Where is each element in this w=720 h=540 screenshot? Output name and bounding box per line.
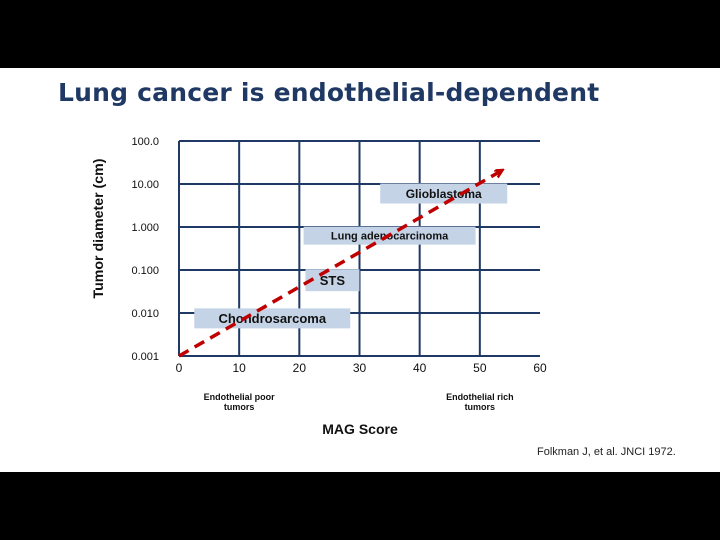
x-axis-label: MAG Score	[322, 421, 398, 437]
annotation-box	[305, 269, 360, 292]
x-annotation: tumors	[224, 402, 255, 412]
annotation-label: Chondrosarcoma	[218, 311, 326, 326]
x-tick-label: 20	[293, 361, 307, 375]
x-annotation: Endothelial rich	[446, 392, 514, 402]
y-tick-label: 10.00	[131, 179, 159, 191]
annotation-label: Glioblastoma	[406, 187, 482, 201]
y-tick-label: 0.100	[131, 265, 159, 277]
x-tick-label: 60	[533, 361, 547, 375]
chart: 0.001 0.010 0.100 1.000 10.00 100.0 0 10 20 30 40 5…	[90, 136, 547, 437]
y-tick-label: 100.0	[131, 136, 159, 148]
x-tick-label: 30	[353, 361, 367, 375]
y-tick-label: 0.010	[131, 308, 159, 320]
x-annotation: tumors	[465, 402, 496, 412]
annotation-label: STS	[320, 273, 346, 288]
trend-arrow	[178, 171, 501, 358]
annotation-box	[380, 183, 508, 204]
x-tick-label: 40	[413, 361, 427, 375]
y-tick-label: 0.001	[131, 351, 159, 363]
citation: Folkman J, et al. JNCI 1972.	[537, 446, 676, 458]
x-tick-label: 0	[176, 361, 183, 375]
y-tick-label: 1.000	[131, 222, 159, 234]
x-annotation: Endothelial poor	[204, 392, 275, 402]
x-tick-label: 10	[232, 361, 246, 375]
slide-content: Lung cancer is endothelial-dependent 0.0…	[0, 68, 720, 472]
slide-title: Lung cancer is endothelial-dependent	[58, 78, 600, 107]
y-axis-label: Tumor diameter (cm)	[90, 159, 106, 299]
x-tick-label: 50	[473, 361, 487, 375]
